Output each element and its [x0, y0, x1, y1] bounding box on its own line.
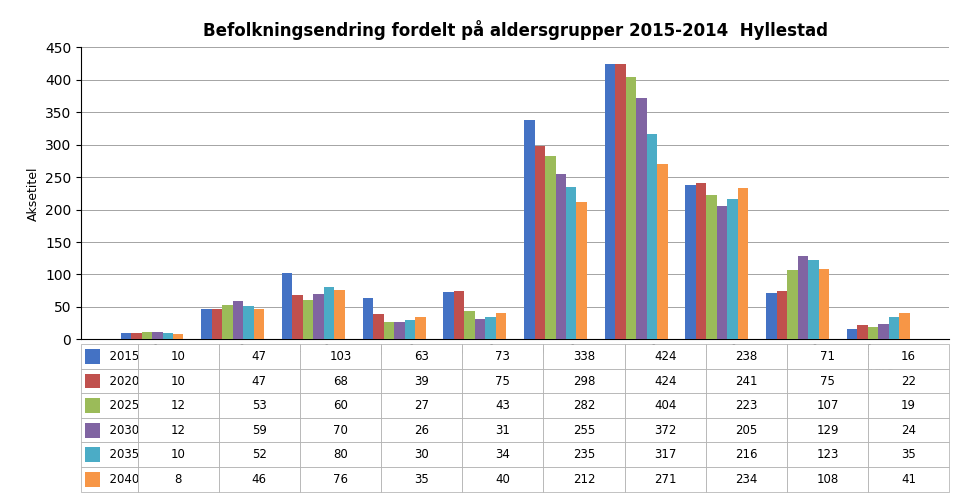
- Bar: [705, 195, 716, 339]
- Bar: [765, 293, 776, 339]
- Bar: [776, 290, 786, 339]
- Bar: [625, 77, 636, 339]
- Bar: [636, 98, 646, 339]
- Bar: [172, 334, 183, 339]
- Bar: [496, 313, 506, 339]
- Bar: [475, 319, 485, 339]
- Bar: [807, 259, 818, 339]
- Bar: [243, 305, 253, 339]
- Bar: [797, 255, 807, 339]
- Bar: [695, 183, 705, 339]
- Bar: [373, 314, 383, 339]
- Bar: [523, 120, 534, 339]
- Bar: [878, 324, 888, 339]
- Bar: [604, 64, 615, 339]
- Bar: [222, 305, 233, 339]
- Bar: [85, 349, 100, 364]
- Bar: [899, 313, 909, 339]
- Bar: [657, 164, 667, 339]
- Bar: [282, 272, 293, 339]
- Bar: [152, 331, 162, 339]
- Bar: [162, 333, 172, 339]
- Bar: [404, 320, 415, 339]
- Bar: [485, 317, 496, 339]
- Bar: [85, 374, 100, 389]
- Bar: [565, 187, 576, 339]
- Bar: [454, 290, 464, 339]
- Bar: [201, 309, 212, 339]
- Bar: [615, 64, 625, 339]
- Bar: [303, 300, 314, 339]
- Bar: [85, 398, 100, 413]
- Bar: [684, 185, 695, 339]
- Bar: [786, 270, 797, 339]
- Bar: [818, 269, 828, 339]
- Bar: [857, 325, 867, 339]
- Bar: [85, 423, 100, 438]
- Bar: [233, 301, 243, 339]
- Bar: [534, 146, 544, 339]
- Bar: [394, 322, 404, 339]
- Bar: [737, 188, 747, 339]
- Bar: [314, 294, 324, 339]
- Bar: [415, 317, 425, 339]
- Bar: [141, 331, 152, 339]
- Bar: [253, 309, 264, 339]
- Bar: [120, 333, 131, 339]
- Bar: [383, 322, 394, 339]
- Bar: [576, 202, 586, 339]
- Bar: [888, 317, 899, 339]
- Bar: [293, 295, 303, 339]
- Bar: [324, 287, 335, 339]
- Bar: [716, 207, 726, 339]
- Bar: [85, 448, 100, 462]
- Bar: [726, 199, 737, 339]
- Bar: [131, 333, 141, 339]
- Bar: [335, 290, 345, 339]
- Bar: [85, 472, 100, 487]
- Bar: [362, 298, 373, 339]
- Bar: [646, 134, 657, 339]
- Bar: [464, 311, 475, 339]
- Y-axis label: Aksetitel: Aksetitel: [27, 166, 39, 221]
- Bar: [846, 329, 857, 339]
- Bar: [555, 174, 565, 339]
- Bar: [867, 327, 878, 339]
- Bar: [443, 292, 454, 339]
- Title: Befolkningsendring fordelt på aldersgrupper 2015-2014  Hyllestad: Befolkningsendring fordelt på aldersgrup…: [202, 20, 827, 40]
- Bar: [212, 309, 222, 339]
- Bar: [544, 156, 555, 339]
